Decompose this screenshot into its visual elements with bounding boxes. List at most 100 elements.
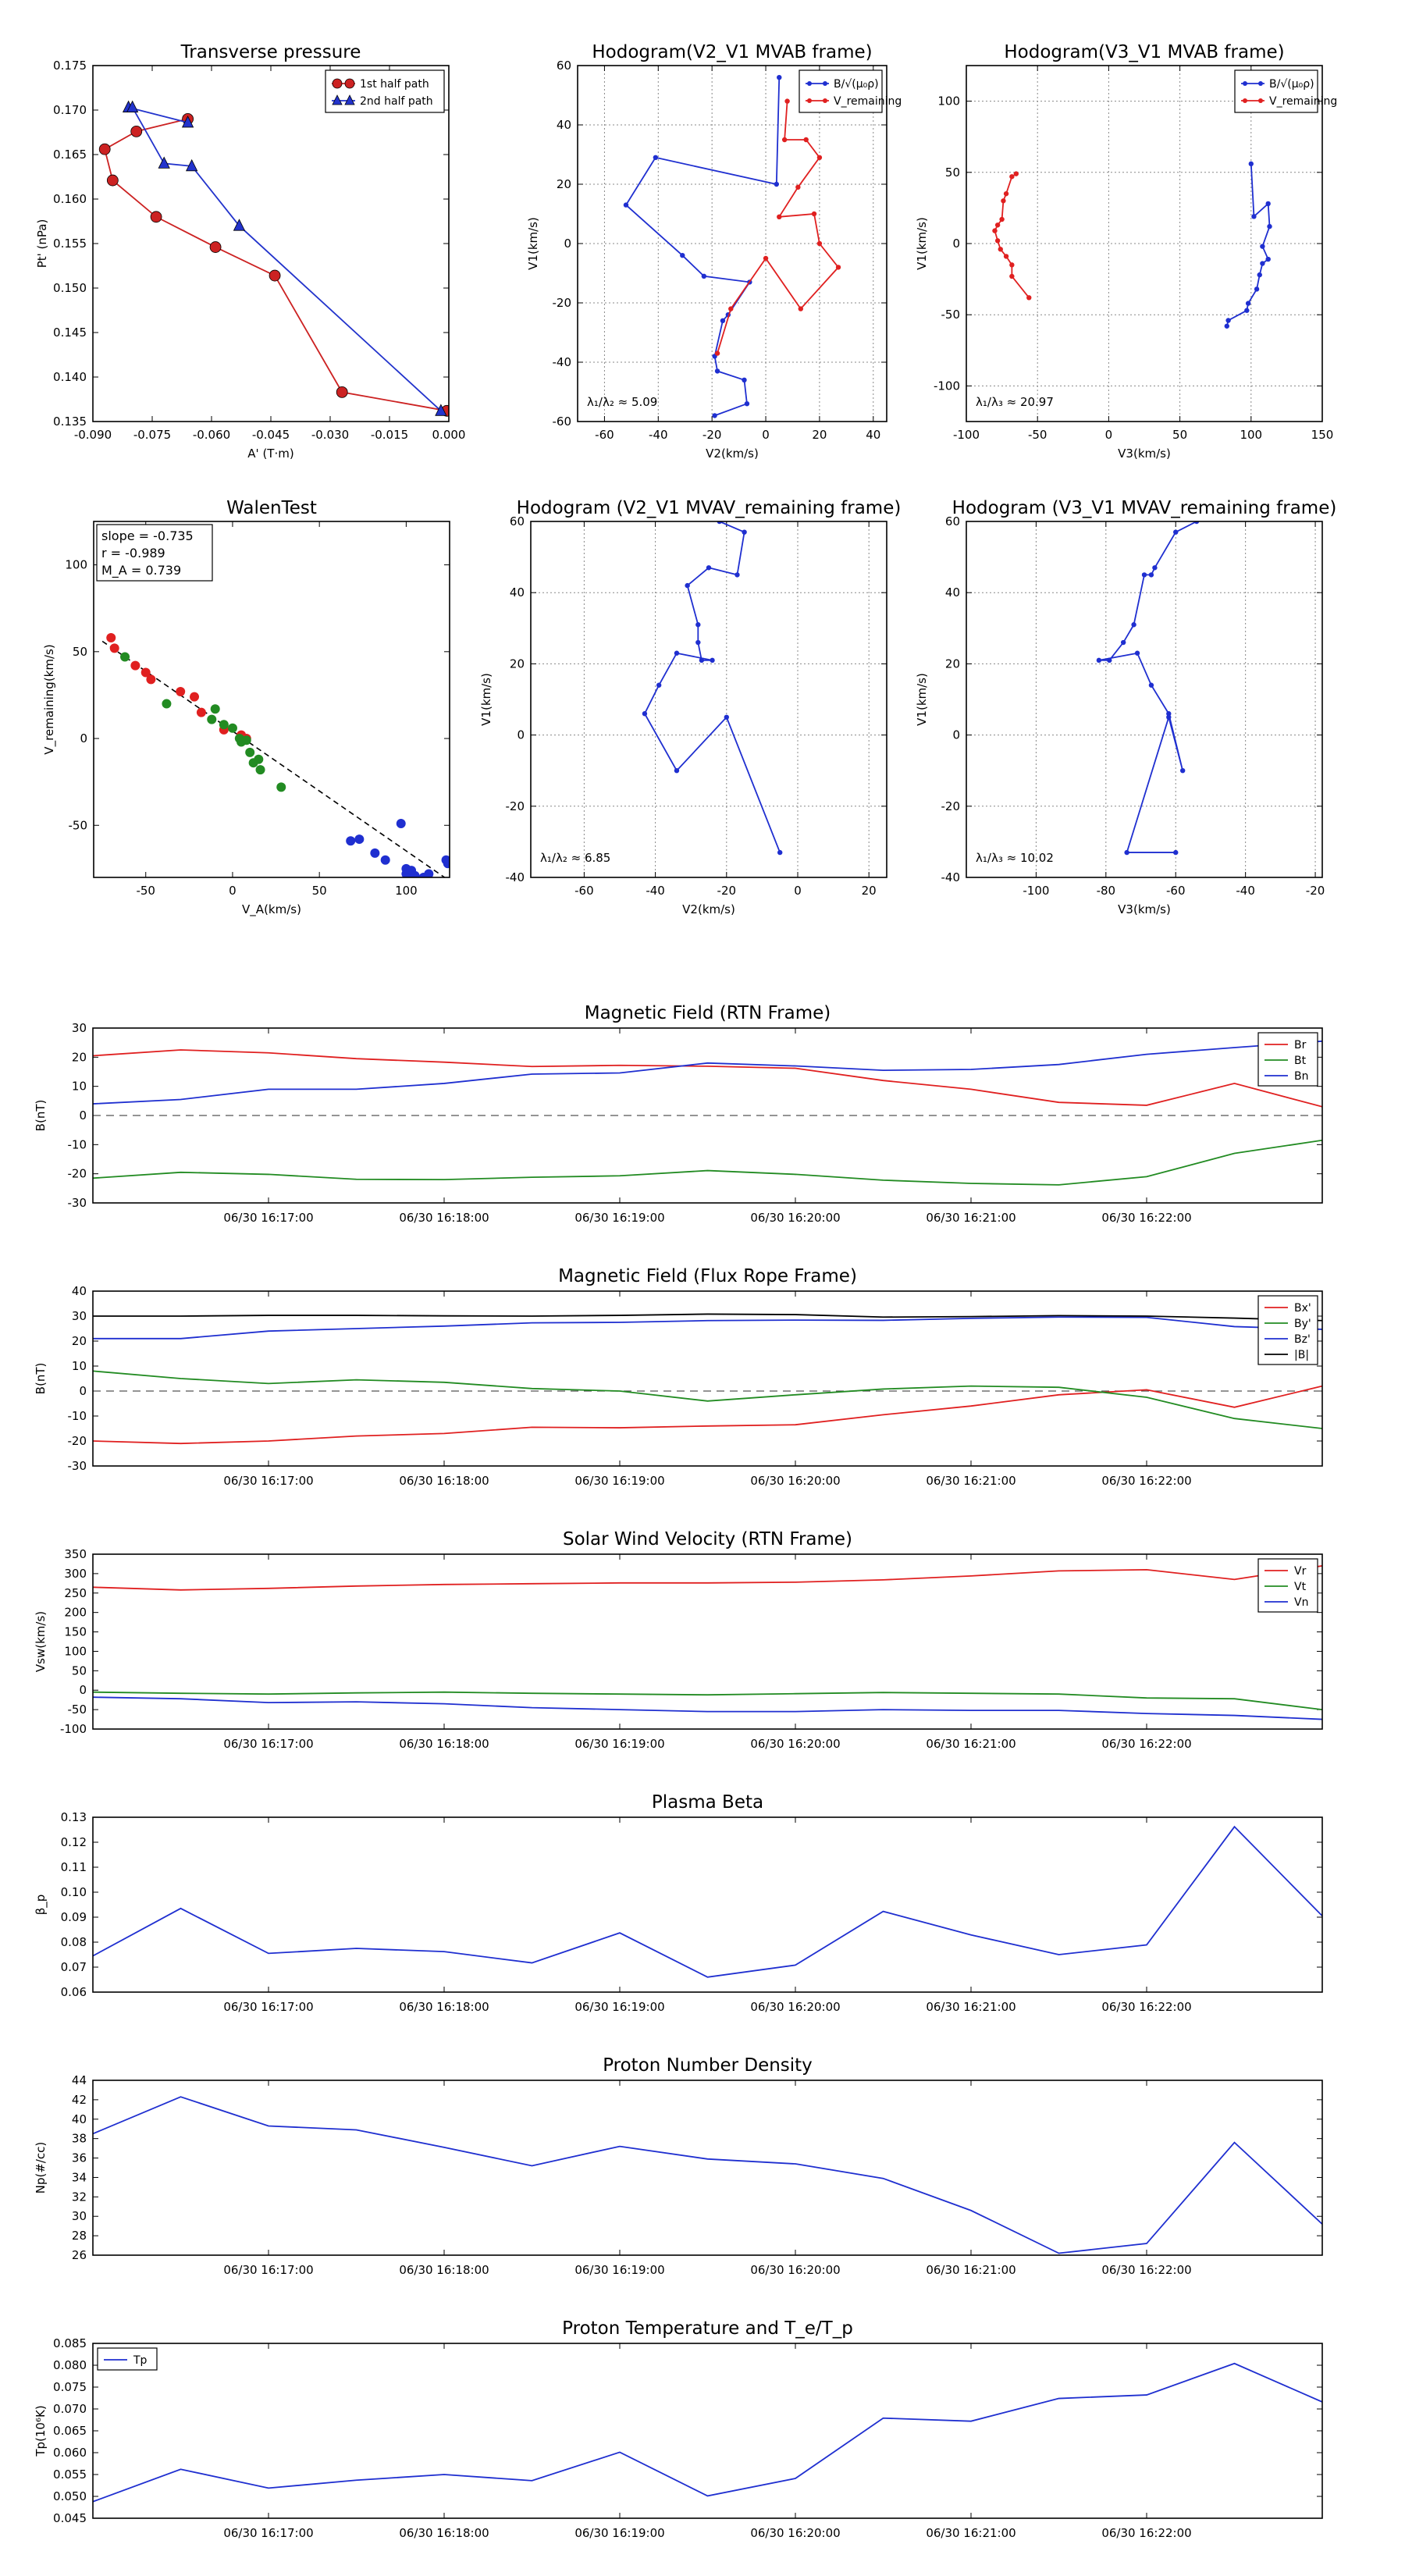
x-tick-label: 06/30 16:18:00 — [399, 1211, 489, 1225]
legend-label: 2nd half path — [360, 95, 433, 108]
y-tick-label: 0.150 — [53, 281, 87, 295]
data-point — [623, 202, 629, 208]
hodogram_v3_v1_mvab-xlabel: V3(km/s) — [1118, 447, 1171, 461]
y-tick-label: 0 — [80, 731, 87, 745]
data-point — [1003, 190, 1009, 197]
data-point — [777, 75, 782, 80]
data-point — [336, 386, 348, 398]
x-tick-label: 06/30 16:18:00 — [399, 1474, 489, 1488]
hodogram_v2_v1_mvav-annotation: λ₁/λ₂ ≈ 6.85 — [540, 851, 610, 865]
data-point — [190, 692, 200, 702]
data-point — [1244, 308, 1250, 313]
legend-label: V_remaining — [834, 95, 902, 108]
legend-marker — [823, 98, 827, 103]
data-point — [346, 836, 356, 846]
series-line-By' — [93, 1370, 1322, 1429]
series-line-Bz' — [93, 1316, 1322, 1340]
y-tick-label: 50 — [945, 165, 960, 180]
proton_temperature-panel: Proton Temperature and T_e/T_p 0.045 0.050… — [34, 2318, 1323, 2540]
data-point — [140, 667, 151, 678]
data-point — [816, 240, 823, 247]
y-tick-label: 0.160 — [53, 192, 87, 206]
x-tick-label: 06/30 16:21:00 — [926, 1474, 1016, 1488]
data-point — [1009, 273, 1015, 279]
data-point — [370, 848, 380, 858]
plot-frame — [966, 65, 1323, 422]
legend-marker — [1243, 81, 1247, 86]
data-point — [742, 377, 747, 382]
data-point — [254, 754, 264, 764]
x-tick-label: -40 — [649, 428, 668, 442]
x-tick-label: -60 — [574, 884, 594, 898]
data-point — [735, 572, 740, 578]
y-tick-label: 60 — [510, 514, 525, 528]
legend-label: Vt — [1294, 1581, 1307, 1593]
data-point — [724, 714, 729, 720]
hodogram_v2_v1_mvav-plot-area — [642, 521, 783, 856]
y-tick-label: 10 — [72, 1359, 87, 1373]
series-line-Np — [93, 2096, 1322, 2254]
hodogram_v3_v1_mvab-legend: B/√(μ₀ρ) V_remaining — [1234, 69, 1337, 113]
proton_number_density-panel: Proton Number Density 26 28 30 32 34 36 38 40 42 4… — [34, 2055, 1323, 2277]
legend-frame — [325, 69, 445, 113]
series-line-V_remaining — [1098, 521, 1197, 853]
x-tick-label: 06/30 16:17:00 — [223, 2263, 313, 2277]
plasma_beta-panel: Plasma Beta 0.06 0.07 0.08 0.09 0.10 0.11 0.12 0… — [34, 1792, 1323, 2014]
legend-label: B/√(μ₀ρ) — [1269, 78, 1314, 91]
hodogram_v3_v1_mvab-title: Hodogram(V3_V1 MVAB frame) — [1004, 42, 1284, 62]
magnetic_field_rtn-title: Magnetic Field (RTN Frame) — [585, 1003, 831, 1023]
x-tick-label: 06/30 16:20:00 — [750, 1737, 840, 1751]
legend-label: Br — [1294, 1039, 1307, 1051]
y-tick-label: 0 — [79, 1108, 87, 1123]
y-tick-label: 40 — [510, 585, 525, 600]
legend-marker — [823, 81, 827, 86]
magnetic_field_rtn-panel: Magnetic Field (RTN Frame) -30 -20 -10 0 10 20… — [34, 1003, 1323, 1225]
legend-label: Bn — [1294, 1070, 1308, 1083]
legend-label: |B| — [1294, 1349, 1309, 1361]
data-point — [176, 686, 186, 696]
plot-frame — [92, 1816, 1323, 1993]
x-tick-label: -40 — [1236, 884, 1255, 898]
plasma_beta-ylabel: β_p — [34, 1895, 48, 1916]
data-point — [269, 269, 281, 282]
hodogram_v3_v1_mvav-annotation: λ₁/λ₃ ≈ 10.02 — [976, 851, 1054, 865]
data-point — [706, 565, 712, 571]
plot-frame — [92, 65, 450, 422]
legend-frame — [1257, 1032, 1318, 1087]
x-tick-label: -0.090 — [74, 428, 112, 442]
data-point — [994, 238, 1001, 244]
hodogram_v3_v1_mvab-annotation: λ₁/λ₃ ≈ 20.97 — [976, 395, 1054, 409]
x-tick-label: 06/30 16:18:00 — [399, 2526, 489, 2540]
data-point — [241, 735, 251, 745]
data-point — [656, 682, 662, 688]
plasma_beta-plot-area — [93, 1825, 1322, 1978]
legend-marker — [344, 78, 355, 89]
y-tick-label: 10 — [72, 1080, 87, 1094]
x-tick-label: 06/30 16:22:00 — [1101, 2526, 1191, 2540]
transverse_pressure-title: Transverse pressure — [180, 42, 361, 62]
y-tick-label: -10 — [68, 1409, 87, 1423]
data-point — [1267, 223, 1272, 229]
y-tick-label: 0.155 — [53, 237, 87, 251]
y-tick-label: 150 — [64, 1625, 87, 1639]
hodogram_v2_v1_mvav-title: Hodogram (V2_V1 MVAV_remaining frame) — [517, 498, 902, 518]
y-tick-label: 0.145 — [53, 326, 87, 340]
y-tick-label: -20 — [68, 1167, 87, 1181]
series-line-V_remaining — [643, 521, 781, 853]
legend-frame — [1234, 69, 1318, 113]
walen_test-panel: WalenTest -50 0 50 100 -50 0 50 100 V_A(km/s) V_re… — [42, 498, 450, 917]
data-point — [992, 228, 998, 233]
y-tick-label: 0.07 — [61, 1960, 87, 1974]
series-line-Vr — [93, 1565, 1322, 1591]
x-tick-label: -20 — [1306, 884, 1325, 898]
y-tick-label: 0.050 — [53, 2489, 87, 2503]
magnetic_field_flux_rope-panel: Magnetic Field (Flux Rope Frame) -30 -20 -1… — [34, 1266, 1323, 1488]
y-tick-label: -60 — [553, 415, 572, 429]
legend-marker — [332, 78, 343, 89]
plot-frame — [92, 2080, 1323, 2256]
data-point — [196, 707, 206, 717]
y-tick-label: 300 — [64, 1567, 87, 1581]
transverse_pressure-xlabel: A' (T·m) — [247, 447, 293, 461]
data-point — [1260, 244, 1265, 249]
x-tick-label: 06/30 16:19:00 — [574, 2000, 664, 2014]
